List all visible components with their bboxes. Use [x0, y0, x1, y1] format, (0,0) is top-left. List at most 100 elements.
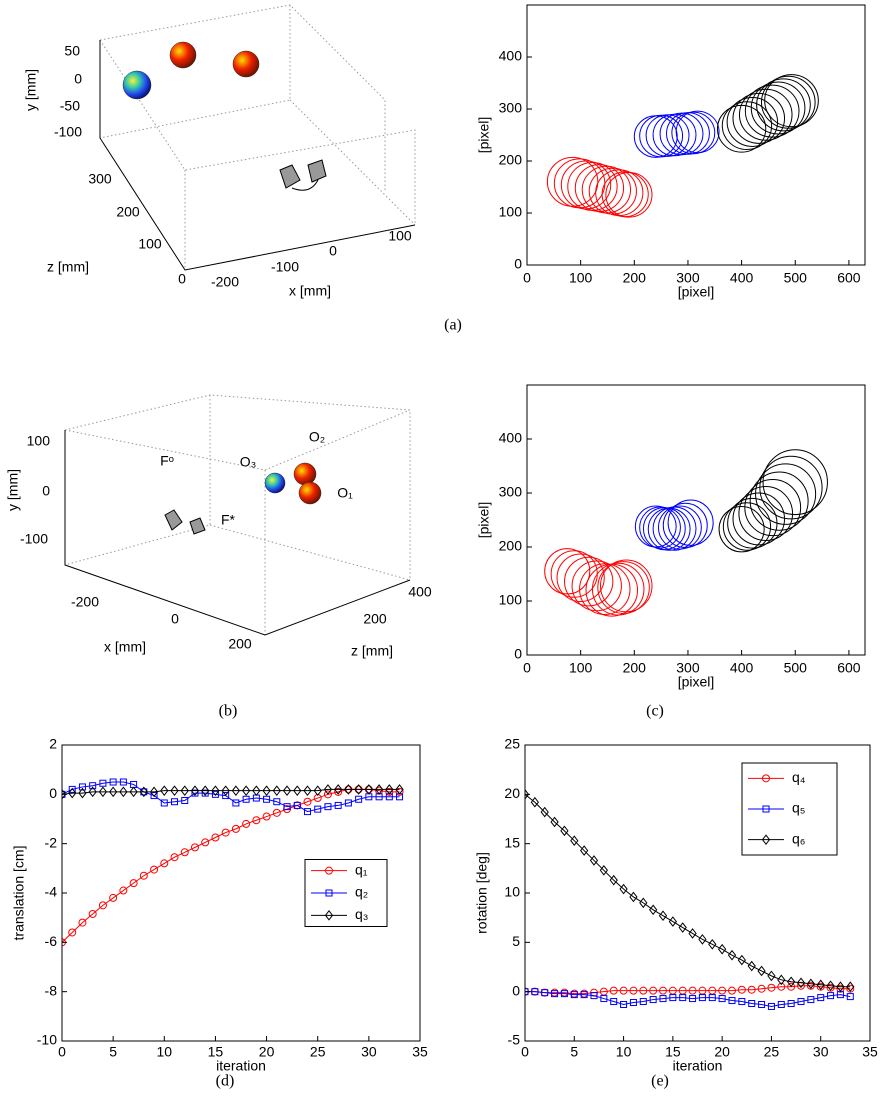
x-tick-label: -200	[211, 274, 239, 290]
x-tick-label: 0	[58, 1044, 66, 1060]
y-tick-label: 100	[499, 592, 523, 608]
y-tick-label: -2	[45, 834, 58, 850]
x-tick-label: 5	[570, 1044, 578, 1060]
y-tick-label: 300	[499, 100, 523, 116]
y-tick-label: 200	[499, 152, 523, 168]
sphere	[123, 71, 151, 99]
z-axis-label: z [mm]	[351, 643, 393, 659]
x-tick-label: 600	[837, 270, 861, 286]
annotation: O₃	[240, 454, 257, 470]
x-axis-label: x [mm]	[104, 639, 146, 655]
x-tick-label: 500	[784, 660, 808, 676]
y-axis-label: translation [cm]	[11, 846, 27, 941]
y-tick-label: 100	[499, 204, 523, 220]
sphere	[294, 463, 316, 485]
y-tick-label: 0	[514, 646, 522, 662]
x-tick-label: 35	[412, 1044, 428, 1060]
y-tick-label: -50	[60, 98, 80, 114]
x-axis-label: iteration	[216, 1058, 266, 1074]
x-tick-label: 30	[361, 1044, 377, 1060]
box-edge	[65, 395, 210, 565]
z-axis-label: z [mm]	[47, 259, 89, 275]
box-edge	[210, 525, 410, 580]
y-tick-label: -100	[20, 531, 48, 547]
z-tick-label: 100	[138, 236, 162, 252]
x-tick-label: 200	[623, 270, 647, 286]
legend-label: q₃	[355, 906, 369, 922]
camera	[280, 165, 300, 188]
y-tick-label: -10	[37, 1032, 57, 1048]
y-tick-label: 25	[504, 736, 520, 752]
x-tick-label: 100	[388, 228, 412, 244]
box-edge	[100, 5, 290, 138]
circle-mark	[672, 112, 715, 154]
y-axis-label: rotation [deg]	[474, 852, 490, 934]
x-tick-label: 0	[171, 611, 179, 627]
chart: 01002003004005006000100200300400[pixel][…	[476, 385, 865, 690]
caption: (c)	[646, 703, 664, 720]
y-tick-label: 0	[74, 71, 82, 87]
x-tick-label: 100	[569, 270, 593, 286]
x-tick-label: -100	[271, 259, 299, 275]
scene-a	[100, 5, 415, 270]
chart: 05101520253035-50510152025iterationrotat…	[474, 736, 878, 1074]
x-tick-label: 600	[837, 660, 861, 676]
sphere	[299, 482, 321, 504]
y-tick-label: 400	[499, 48, 523, 64]
circle-mark	[643, 508, 685, 550]
circle-mark	[727, 98, 777, 147]
y-tick-label: 50	[64, 43, 80, 59]
y-axis-label: [pixel]	[476, 117, 492, 154]
x-axis-label: x [mm]	[289, 283, 331, 299]
plot-area	[547, 75, 818, 217]
scene-b	[65, 395, 410, 635]
x-tick-label: 5	[109, 1044, 117, 1060]
circle-mark	[606, 172, 652, 217]
y-tick-label: 2	[49, 736, 57, 752]
y-tick-label: 5	[512, 933, 520, 949]
box-edge	[65, 395, 410, 580]
x-tick-label: 25	[764, 1044, 780, 1060]
legend-label: q₁	[355, 861, 368, 877]
x-tick-label: 0	[521, 1044, 529, 1060]
y-tick-label: 200	[499, 538, 523, 554]
box-edge	[290, 100, 415, 225]
sphere	[233, 51, 259, 77]
y-tick-label: -100	[54, 124, 82, 140]
x-tick-label: 200	[228, 636, 252, 652]
annotation: O₁	[337, 485, 353, 501]
x-axis-label: [pixel]	[678, 674, 715, 690]
y-tick-label: 100	[27, 433, 51, 449]
z-tick-label: 200	[363, 611, 387, 627]
x-axis-label: iteration	[673, 1058, 723, 1074]
y-tick-label: 20	[504, 785, 520, 801]
y-tick-label: -5	[508, 1032, 521, 1048]
annotation: Fᵒ	[160, 453, 174, 469]
y-tick-label: 0	[512, 982, 520, 998]
sphere	[170, 42, 196, 68]
caption: (d)	[216, 1073, 235, 1090]
legend: q₁ q₂ q₃	[305, 860, 387, 927]
y-axis-label: y [mm]	[23, 69, 39, 111]
camera	[165, 510, 182, 530]
legend: q₄q₅q₆	[742, 763, 837, 855]
y-tick-label: 300	[499, 484, 523, 500]
x-tick-label: -200	[71, 594, 99, 610]
x-tick-label: 200	[623, 660, 647, 676]
axes-box	[527, 385, 865, 655]
annotation: F*	[221, 512, 236, 528]
y-tick-label: 0	[514, 256, 522, 272]
x-tick-label: 25	[310, 1044, 326, 1060]
x-tick-label: 0	[523, 660, 531, 676]
y-tick-label: 400	[499, 430, 523, 446]
x-tick-label: 400	[730, 270, 754, 286]
plot-area	[545, 450, 828, 616]
annotation: O₂	[309, 429, 325, 445]
circle-mark	[668, 500, 713, 545]
z-tick-label: 300	[88, 171, 112, 187]
caption: (a)	[444, 317, 462, 334]
legend-label: q₂	[355, 884, 368, 900]
y-axis-label: y [mm]	[5, 469, 21, 511]
x-tick-label: 0	[523, 270, 531, 286]
